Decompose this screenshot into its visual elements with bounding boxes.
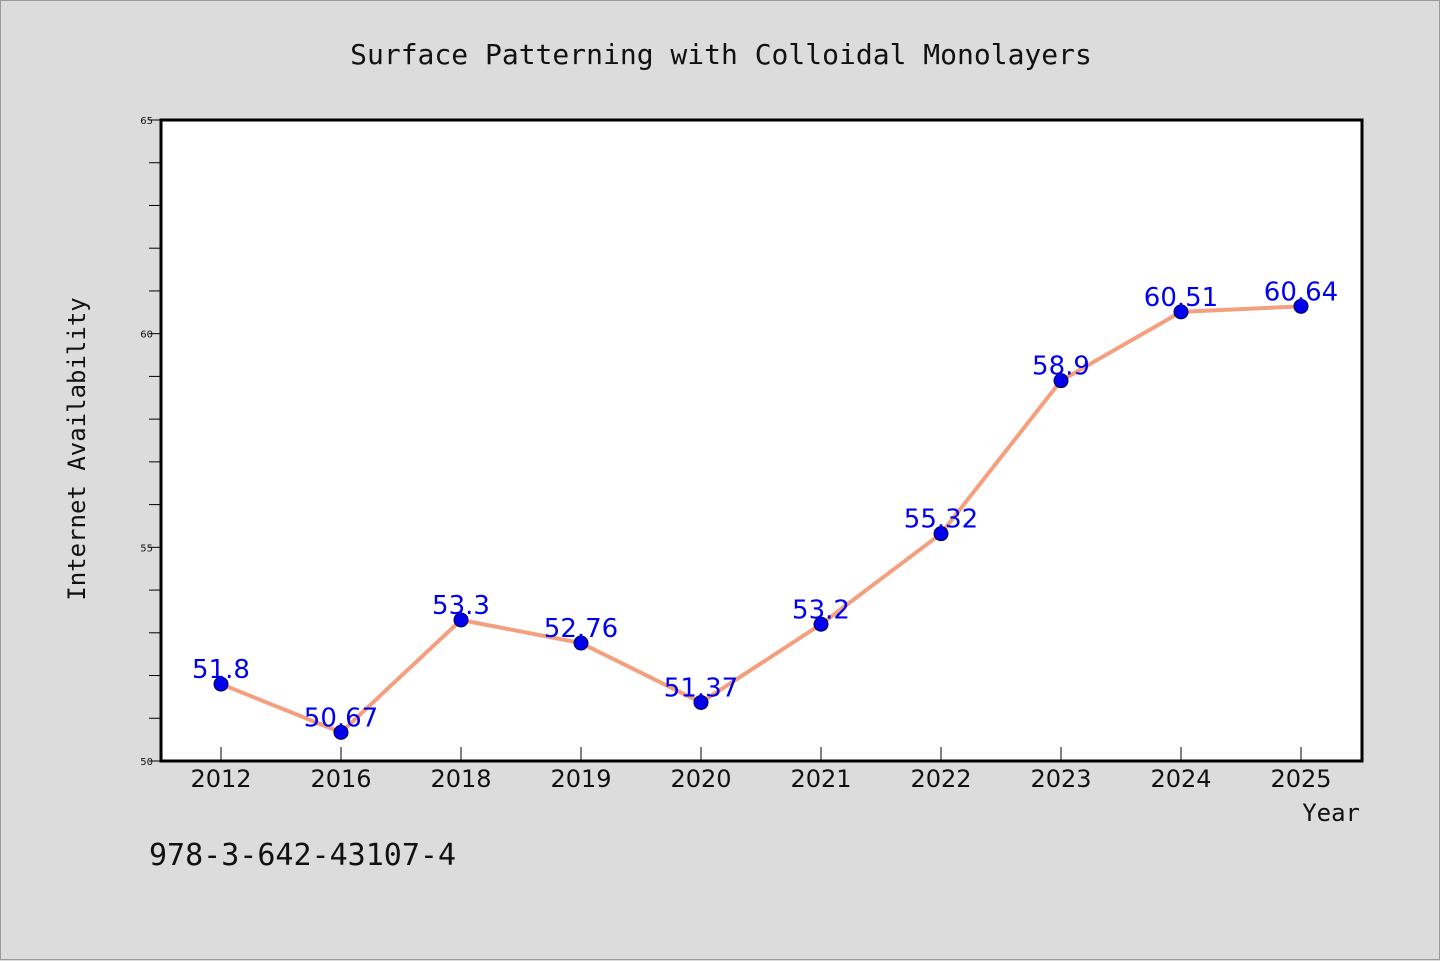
data-point (333, 724, 349, 740)
data-label: 60.64 (1264, 277, 1338, 307)
data-label: 51.37 (664, 673, 738, 703)
data-point (573, 635, 589, 651)
x-tick-label: 2019 (550, 765, 611, 793)
y-axis-label: Internet Availability (63, 297, 91, 600)
data-point (693, 694, 709, 710)
data-point (933, 526, 949, 542)
data-label: 53.2 (792, 595, 850, 625)
data-point (1173, 304, 1189, 320)
x-tick-label: 2025 (1270, 765, 1331, 793)
x-tick-label: 2020 (670, 765, 731, 793)
y-tick-label: 50 (140, 757, 153, 768)
y-axis: 50 55 60 65 (140, 116, 161, 768)
x-tick-label: 2016 (310, 765, 371, 793)
y-tick-label: 60 (140, 330, 153, 341)
data-label: 60.51 (1144, 283, 1218, 313)
x-tick-label: 2023 (1030, 765, 1091, 793)
data-point (813, 616, 829, 632)
y-tick-label: 55 (140, 543, 153, 554)
data-label: 58.9 (1032, 352, 1090, 382)
data-point (213, 676, 229, 692)
series-line (219, 304, 1303, 735)
series-group: 51.8 50.67 53.3 52.76 51.37 53.2 55.32 58.9 60.5… (192, 277, 1338, 740)
x-tick-label: 2022 (910, 765, 971, 793)
y-tick-label: 65 (140, 116, 153, 127)
x-tick-label: 2012 (190, 765, 251, 793)
x-axis-label: Year (1302, 799, 1360, 827)
data-point (453, 612, 469, 628)
data-label: 51.8 (192, 655, 250, 685)
data-label: 53.3 (432, 591, 490, 621)
data-point (1293, 298, 1309, 314)
data-label: 50.67 (304, 703, 378, 733)
x-tick-label: 2024 (1150, 765, 1211, 793)
chart-title: Surface Patterning with Colloidal Monola… (350, 38, 1092, 71)
x-axis: 2012 2016 2018 2019 2020 2021 2022 2023 2024 2025 (190, 747, 1332, 793)
data-label: 52.76 (544, 614, 618, 644)
data-label: 55.32 (904, 505, 978, 535)
isbn-text: 978-3-642-43107-4 (149, 838, 456, 873)
x-tick-label: 2018 (430, 765, 491, 793)
plot-area (159, 118, 1364, 763)
data-point (1053, 373, 1069, 389)
x-tick-label: 2021 (790, 765, 851, 793)
